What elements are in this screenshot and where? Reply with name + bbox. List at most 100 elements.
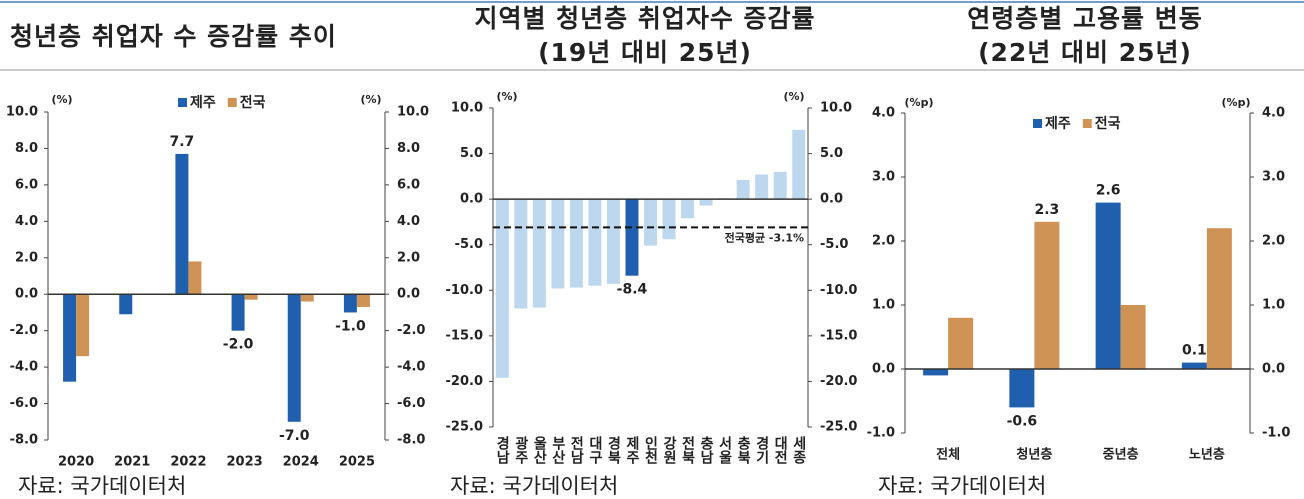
data-label: -8.4 xyxy=(617,282,648,298)
legend-label: 전국 xyxy=(240,94,266,111)
y2-tick-label: 2.0 xyxy=(397,250,420,265)
x-tick-label: 강원 xyxy=(661,435,677,465)
y2-tick-label: -2.0 xyxy=(397,323,425,338)
bar xyxy=(681,199,695,219)
bar xyxy=(188,261,202,295)
legend-label: 제주 xyxy=(190,95,216,111)
x-tick-label: 서울 xyxy=(717,436,733,465)
y-tick-label: 8.0 xyxy=(15,141,38,156)
bar xyxy=(175,153,189,295)
x-tick-label: 2022 xyxy=(170,455,206,470)
source-note: 자료: 국가데이터처 xyxy=(18,474,186,498)
bar xyxy=(119,294,133,315)
bar xyxy=(948,317,974,369)
y-tick-label: 1.0 xyxy=(872,298,895,313)
reference-label: 전국평균 -3.1% xyxy=(725,230,804,244)
data-label: -1.0 xyxy=(335,318,366,334)
data-label: -7.0 xyxy=(279,428,310,444)
bar xyxy=(923,369,949,376)
chart-subtitle: (19년 대비 25년) xyxy=(538,38,752,67)
y-unit: (%) xyxy=(496,90,517,103)
y2-unit: (%) xyxy=(783,90,804,103)
y-tick-label: 0.0 xyxy=(15,287,38,302)
bar xyxy=(495,199,509,378)
data-label: 7.7 xyxy=(170,134,195,150)
x-tick-label: 전북 xyxy=(680,435,696,465)
x-tick-label: 충북 xyxy=(735,436,751,465)
y2-tick-label: 3.0 xyxy=(1262,170,1285,185)
legend-label: 제주 xyxy=(1045,116,1071,132)
y2-tick-label: 1.0 xyxy=(1262,298,1285,313)
data-label: -2.0 xyxy=(223,337,254,353)
y-tick-label: 0.0 xyxy=(872,362,895,377)
y-tick-label: 5.0 xyxy=(460,146,483,161)
bar xyxy=(244,294,258,300)
bar xyxy=(1181,362,1207,369)
x-tick-label: 울산 xyxy=(531,435,547,465)
bar xyxy=(1206,228,1232,369)
y-tick-label: 10.0 xyxy=(451,101,483,116)
y-tick-label: -6.0 xyxy=(10,396,38,411)
y-tick-label: -20.0 xyxy=(446,374,483,389)
x-tick-label: 2024 xyxy=(283,455,319,470)
y2-tick-label: -6.0 xyxy=(397,396,425,411)
bar xyxy=(662,199,676,240)
source-note: 자료: 국가데이터처 xyxy=(878,474,1046,498)
bar xyxy=(1034,221,1060,369)
y2-tick-label: 0.0 xyxy=(820,192,843,207)
bar xyxy=(625,199,639,276)
y-unit: (%p) xyxy=(905,96,934,109)
y2-tick-label: 5.0 xyxy=(820,146,843,161)
bar xyxy=(1009,369,1035,408)
bar xyxy=(300,294,314,302)
y-tick-label: -8.0 xyxy=(10,433,38,448)
y2-tick-label: 10.0 xyxy=(397,105,429,120)
y-tick-label: -4.0 xyxy=(10,360,38,375)
bar xyxy=(231,294,245,331)
x-tick-label: 제주 xyxy=(624,436,640,465)
x-tick-label: 광주 xyxy=(513,435,529,465)
x-tick-label: 2020 xyxy=(58,455,94,470)
x-tick-label: 전남 xyxy=(568,435,584,465)
chart-title: 청년층 취업자 수 증감률 추이 xyxy=(10,22,337,51)
bar xyxy=(356,294,370,307)
bar xyxy=(63,294,77,382)
bar xyxy=(736,180,750,200)
x-tick-label: 대전 xyxy=(772,436,788,465)
bar xyxy=(76,294,90,357)
y2-unit: (%p) xyxy=(1222,96,1251,109)
bar xyxy=(755,174,769,200)
y2-tick-label: -1.0 xyxy=(1262,426,1290,441)
x-tick-label: 전체 xyxy=(936,447,960,463)
y-tick-label: 2.0 xyxy=(872,234,895,249)
chart-title: 연령층별 고용률 변동 xyxy=(967,4,1202,33)
x-tick-label: 경남 xyxy=(494,435,510,465)
y-tick-label: -2.0 xyxy=(10,323,38,338)
y2-tick-label: -8.0 xyxy=(397,433,425,448)
y2-tick-label: 0.0 xyxy=(1262,362,1285,377)
x-tick-label: 청년층 xyxy=(1016,447,1052,463)
x-tick-label: 2023 xyxy=(226,455,262,470)
x-tick-label: 중년층 xyxy=(1103,447,1139,463)
x-tick-label: 2021 xyxy=(114,455,150,470)
data-label: 2.3 xyxy=(1034,202,1059,218)
y2-tick-label: -20.0 xyxy=(820,374,857,389)
bar xyxy=(1095,202,1121,369)
x-tick-label: 2025 xyxy=(339,455,375,470)
y-tick-label: 0.0 xyxy=(460,192,483,207)
y-unit: (%) xyxy=(51,93,72,106)
y-tick-label: 6.0 xyxy=(15,177,38,192)
x-tick-label: 경기 xyxy=(754,435,770,465)
y2-tick-label: 8.0 xyxy=(397,141,420,156)
x-tick-label: 인천 xyxy=(643,435,659,465)
x-tick-label: 경북 xyxy=(605,435,621,465)
legend-swatch xyxy=(227,98,237,107)
y-tick-label: 10.0 xyxy=(6,105,38,120)
y2-tick-label: -10.0 xyxy=(820,283,857,298)
x-tick-label: 부산 xyxy=(550,436,566,465)
y2-tick-label: 4.0 xyxy=(1262,106,1285,121)
source-note: 자료: 국가데이터처 xyxy=(450,474,618,498)
legend-swatch xyxy=(1082,119,1092,128)
bar xyxy=(588,199,602,286)
